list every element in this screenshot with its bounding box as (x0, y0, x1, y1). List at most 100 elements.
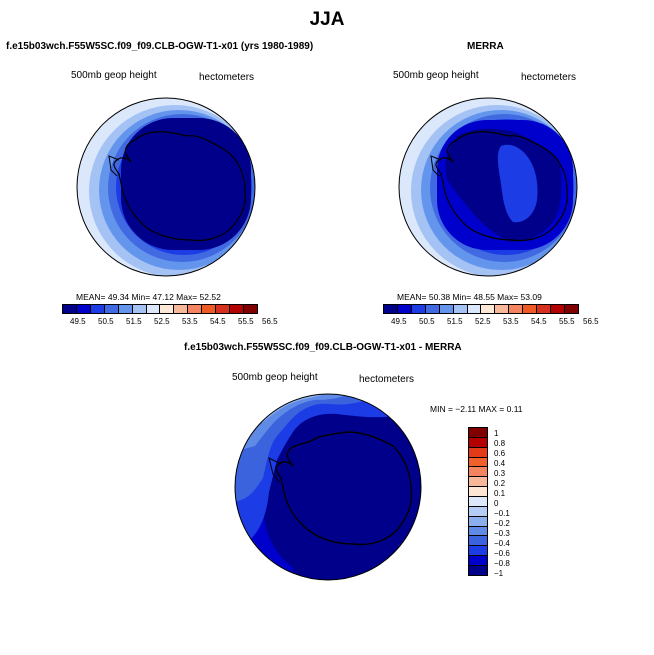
colorbar-cell (104, 305, 119, 313)
colorbar-tick-label: 51.5 (447, 317, 463, 326)
colorbar-tick-label: 53.5 (503, 317, 519, 326)
colorbar-cell (564, 305, 578, 313)
colorbar-cell (90, 305, 105, 313)
obs-variable-label: 500mb geop height (393, 70, 479, 81)
obs-peninsula-coastline (430, 155, 442, 177)
colorbar-tick-label: 55.5 (238, 317, 254, 326)
model-stats: MEAN= 49.34 Min= 47.12 Max= 52.52 (76, 292, 221, 302)
obs-panel-title: MERRA (467, 41, 504, 52)
colorbar-cell (469, 516, 487, 527)
model-peninsula-coastline (108, 155, 120, 177)
colorbar-cell (146, 305, 161, 313)
diff-polar-map (234, 393, 422, 581)
colorbar-cell (469, 487, 487, 498)
colorbar-cell (495, 305, 510, 313)
colorbar-cell (469, 526, 487, 537)
colorbar-tick-label: 1 (494, 429, 499, 438)
colorbar-tick-label: −1 (494, 569, 504, 578)
colorbar-cell (481, 305, 496, 313)
colorbar-tick-label: 54.5 (531, 317, 547, 326)
obs-colorbar (383, 304, 579, 314)
model-contour-core (121, 118, 251, 250)
colorbar-cell (230, 305, 244, 313)
colorbar-tick-label: 49.5 (70, 317, 86, 326)
obs-units-label: hectometers (521, 72, 577, 83)
colorbar-tick-label: 50.5 (419, 317, 435, 326)
colorbar-cell (160, 305, 175, 313)
diff-units-label: hectometers (359, 374, 415, 385)
colorbar-cell (469, 556, 487, 567)
colorbar-tick-label: 0.3 (494, 469, 506, 478)
colorbar-tick-label: 53.5 (182, 317, 198, 326)
colorbar-cell (469, 467, 487, 478)
colorbar-cell (469, 546, 487, 557)
colorbar-cell (63, 305, 77, 313)
colorbar-cell (202, 305, 217, 313)
colorbar-cell (384, 305, 398, 313)
colorbar-tick-label: −0.4 (494, 539, 510, 548)
colorbar-cell (397, 305, 412, 313)
colorbar-cell (243, 305, 257, 313)
colorbar-cell (216, 305, 231, 313)
colorbar-tick-label: 0.4 (494, 459, 506, 468)
model-antarctica-coastline (113, 131, 246, 242)
colorbar-tick-label: 56.5 (262, 317, 278, 326)
colorbar-cell (469, 506, 487, 517)
colorbar-cell (453, 305, 468, 313)
colorbar-cell (469, 536, 487, 547)
colorbar-cell (467, 305, 482, 313)
colorbar-tick-label: 56.5 (583, 317, 599, 326)
colorbar-cell (469, 428, 487, 438)
colorbar-cell (76, 305, 91, 313)
colorbar-cell (188, 305, 203, 313)
diff-peninsula-coastline (268, 457, 282, 483)
obs-inland-band (497, 144, 538, 223)
colorbar-tick-label: 49.5 (391, 317, 407, 326)
colorbar-tick-label: −0.8 (494, 559, 510, 568)
colorbar-cell (469, 437, 487, 448)
model-variable-label: 500mb geop height (71, 70, 157, 81)
colorbar-tick-label: 0.2 (494, 479, 506, 488)
colorbar-cell (523, 305, 538, 313)
colorbar-tick-label: −0.3 (494, 529, 510, 538)
colorbar-cell (509, 305, 524, 313)
colorbar-tick-label: 50.5 (98, 317, 114, 326)
model-polar-map (76, 97, 256, 277)
model-units-label: hectometers (199, 72, 255, 83)
colorbar-cell (551, 305, 565, 313)
diff-colorbar (468, 427, 488, 576)
colorbar-cell (425, 305, 440, 313)
colorbar-tick-label: 54.5 (210, 317, 226, 326)
diff-antarctica-coastline (275, 431, 413, 546)
colorbar-cell (132, 305, 147, 313)
colorbar-cell (469, 457, 487, 468)
colorbar-tick-label: −0.2 (494, 519, 510, 528)
colorbar-tick-label: 52.5 (475, 317, 491, 326)
diff-colorbar-ticks: 1 0.8 0.6 0.4 0.3 0.2 0.1 0 −0.1 −0.2 −0… (494, 427, 534, 587)
colorbar-tick-label: −0.1 (494, 509, 510, 518)
colorbar-cell (537, 305, 552, 313)
figure-title: JJA (309, 9, 345, 30)
model-map-border (76, 97, 256, 277)
colorbar-cell (174, 305, 189, 313)
obs-antarctica-coastline (435, 131, 568, 242)
colorbar-cell (469, 447, 487, 458)
colorbar-tick-label: 0.6 (494, 449, 506, 458)
obs-map-border (398, 97, 578, 277)
diff-stats: MIN = −2.11 MAX = 0.11 (430, 404, 523, 414)
colorbar-tick-label: −0.6 (494, 549, 510, 558)
colorbar-tick-label: 52.5 (154, 317, 170, 326)
colorbar-tick-label: 0.1 (494, 489, 506, 498)
colorbar-tick-label: 0 (494, 499, 499, 508)
colorbar-tick-label: 55.5 (559, 317, 575, 326)
model-colorbar (62, 304, 258, 314)
obs-polar-map (398, 97, 578, 277)
obs-stats: MEAN= 50.38 Min= 48.55 Max= 53.09 (397, 292, 542, 302)
diff-variable-label: 500mb geop height (232, 372, 318, 383)
colorbar-cell (469, 477, 487, 488)
diff-panel-title: f.e15b03wch.F55W5SC.f09_f09.CLB-OGW-T1-x… (184, 342, 462, 353)
colorbar-cell (411, 305, 426, 313)
colorbar-tick-label: 0.8 (494, 439, 506, 448)
model-panel-title: f.e15b03wch.F55W5SC.f09_f09.CLB-OGW-T1-x… (6, 41, 314, 52)
colorbar-cell (118, 305, 133, 313)
